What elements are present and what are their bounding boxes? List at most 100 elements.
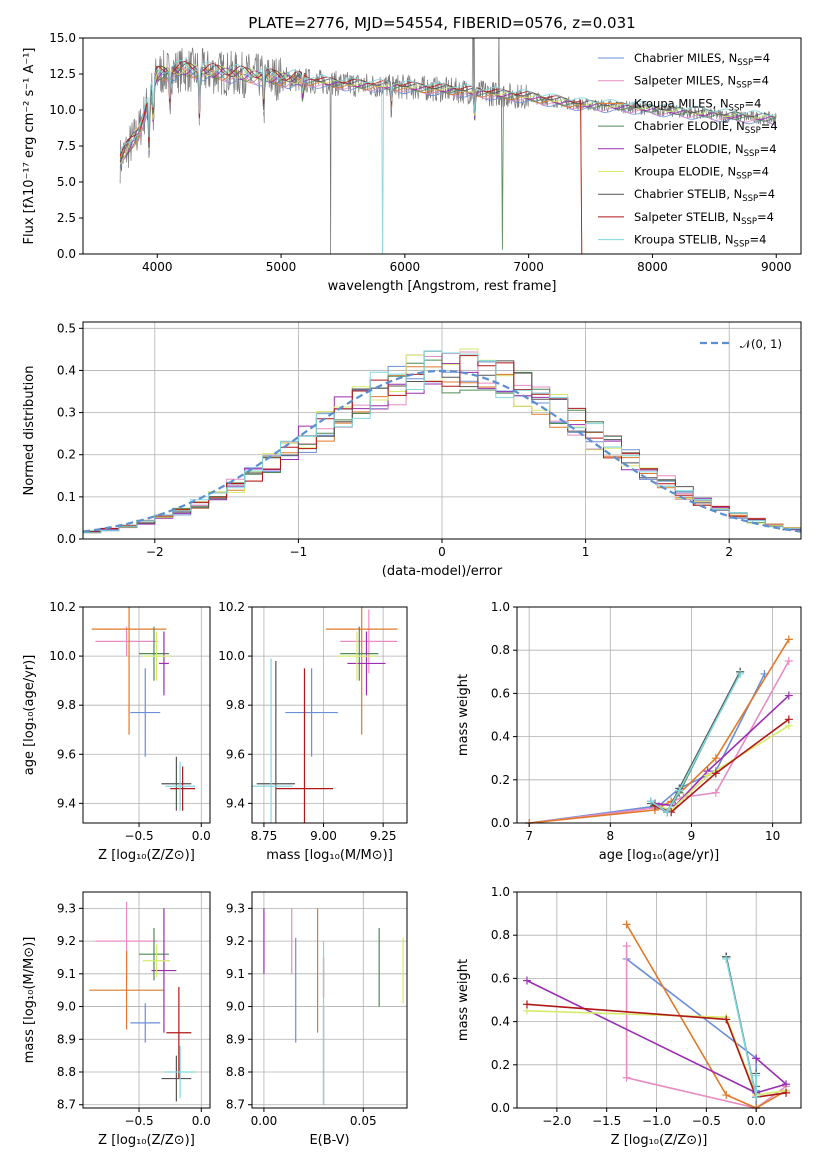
y-tick-label: 0.4 [491,1015,510,1029]
y-axis-label: mass weight [456,959,471,1041]
spectrum-panel: 4000 5000 6000 7000 8000 9000 0.0 2.5 5.0 7.5 10.0… [22,14,802,294]
legend-subscript: SSP [744,149,760,159]
errorbar-point [161,756,192,811]
x-tick-label: −0.5 [124,829,153,843]
histogram-series [83,350,801,534]
legend-text: Chabrier STELIB, N [634,187,742,201]
y-tick-label: 0.0 [491,1101,510,1115]
errorbar-point [165,1045,196,1099]
y-tick-label: 15.0 [49,31,76,45]
errorbar-point [275,668,334,823]
y-tick-label: 9.3 [57,901,76,915]
legend-label: Kroupa ELODIE, NSSP=4 [634,165,769,182]
series-marker [752,1054,761,1063]
series-marker [711,788,720,797]
series-marker [703,771,712,780]
y-tick-label: 10.2 [218,600,245,614]
age-vs-Z-panel: −0.5 0.0 9.4 9.6 9.8 10.0 10.2 Z [log₁₀(Z/Z⊙)] a… [22,600,211,863]
errorbar-point [165,761,196,811]
x-tick-label: 5000 [266,260,297,274]
x-axis-label: Z [log₁₀(Z/Z⊙)] [611,1133,708,1148]
errorbar-point [340,609,398,674]
legend-text: Salpeter MILES, N [634,74,736,88]
errorbar-point [347,631,386,696]
mass-vs-EBV-panel: 0.00 0.05 8.7 8.8 8.9 9.0 9.1 9.2 9.3 E(B-V) [226,891,408,1148]
series-marker [784,635,793,644]
x-tick-label: 0.0 [747,1114,766,1128]
legend-text: =4 [749,233,766,247]
y-tick-label: 9.1 [57,967,76,981]
y-tick-label: 9.8 [57,698,76,712]
observed-spectrum-line [119,38,777,254]
legend-text: Salpeter STELIB, N [634,210,741,224]
model-spectrum-line [119,60,583,254]
errorbar-point [142,631,171,681]
y-axis-label: mass [log₁₀(M/M⊙)] [22,937,37,1064]
series-line [650,673,741,814]
mass-vs-Z-panel: −0.5 0.0 8.7 8.8 8.9 9.0 9.1 9.2 9.3 Z [log₁₀(Z/Z… [22,891,211,1148]
legend-label: 𝒩(0, 1) [740,337,782,351]
series-marker [782,1088,791,1097]
errorbar-point [340,626,379,681]
x-tick-label: −0.5 [124,1114,153,1128]
errorbar-point [337,631,376,681]
legend-text: =4 [744,96,761,110]
errorbar-point [256,661,295,823]
chart-title: PLATE=2776, MJD=54554, FIBERID=0576, z=0… [248,14,635,32]
errorbar-point [285,668,338,757]
legend-text: =4 [760,142,777,156]
series-line [526,1003,787,1099]
series-line [625,923,787,1108]
x-tick-label: 10 [765,829,780,843]
y-tick-label: 0.3 [57,406,76,420]
axes-frame [516,891,802,1109]
legend-subscript: SSP [736,81,752,91]
legend-label: Chabrier MILES, NSSP=4 [634,51,770,68]
x-tick-label: 9000 [761,260,792,274]
axes-frame [251,606,408,824]
errorbar-point [89,950,164,1030]
x-tick-label: 8000 [637,260,668,274]
y-tick-label: 0.2 [491,1058,510,1072]
x-tick-label: 1 [582,545,590,559]
x-tick-label: 0.05 [350,1114,377,1128]
y-tick-label: 9.0 [226,1000,245,1014]
y-tick-label: 5.0 [57,175,76,189]
y-tick-label: 8.7 [57,1098,76,1112]
legend-label: Kroupa STELIB, NSSP=4 [634,233,766,250]
y-axis-label: Flux [fλ10⁻¹⁷ erg cm⁻² s⁻¹ A⁻¹] [22,48,37,245]
errorbar-point [325,607,398,735]
series-marker [646,797,655,806]
series-marker [784,715,793,724]
massweight-vs-age-panel: 7 8 9 10 0.0 0.2 0.4 0.6 0.8 1.0 age [log₁₀(age/yr… [456,600,802,863]
y-tick-label: 8.9 [57,1032,76,1046]
x-axis-label: mass [log₁₀(M/M⊙)] [266,848,393,863]
series-line [654,695,790,807]
series-marker [522,976,531,985]
series-marker [663,808,672,817]
x-tick-label: 0 [438,545,446,559]
x-tick-label: −1.5 [592,1114,621,1128]
y-tick-label: 9.2 [226,934,245,948]
x-axis-label: age [log₁₀(age/yr)] [599,848,720,863]
legend-text: Kroupa STELIB, N [634,233,734,247]
errorbar-point [170,766,196,811]
errorbar-point [130,1003,161,1043]
legend-subscript: SSP [736,172,752,182]
legend-subscript: SSP [734,240,750,250]
y-tick-label: 10.0 [49,649,76,663]
x-tick-label: 7000 [513,260,544,274]
y-tick-label: 10.0 [218,649,245,663]
errorbar-point [252,658,293,823]
y-tick-label: 0.8 [491,928,510,942]
legend-text: =4 [753,51,770,65]
y-tick-label: 1.0 [491,885,510,899]
legend-text: =4 [758,187,775,201]
y-tick-label: 1.0 [491,600,510,614]
x-axis-label: E(B-V) [309,1133,349,1148]
errorbar-point [166,986,192,1079]
x-tick-label: 9 [688,829,696,843]
legend-label: Salpeter STELIB, NSSP=4 [634,210,774,227]
legend-text: Chabrier ELODIE, N [634,119,745,133]
